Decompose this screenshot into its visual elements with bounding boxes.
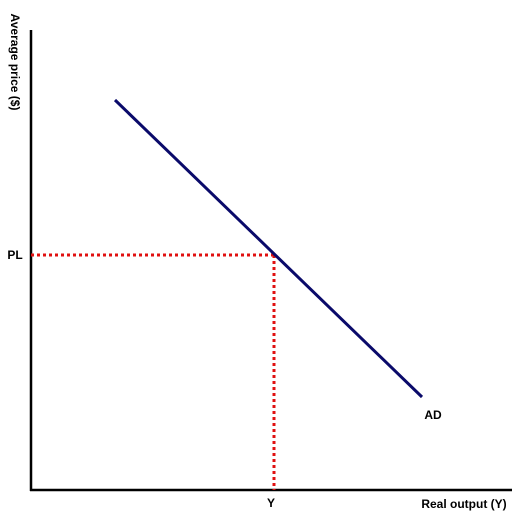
output-label: Y	[267, 496, 275, 510]
ad-curve	[113, 98, 424, 399]
x-axis-label: Real output (Y)	[421, 497, 506, 511]
curve-label: AD	[424, 408, 442, 422]
y-axis-label: Average price ($)	[8, 14, 22, 111]
price-level-label: PL	[7, 248, 22, 262]
